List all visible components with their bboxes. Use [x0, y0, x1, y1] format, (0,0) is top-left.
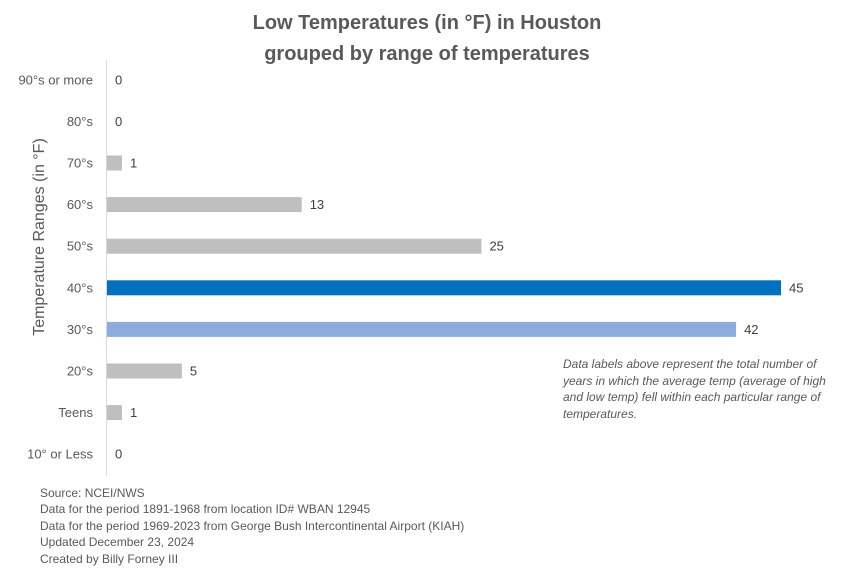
bar: [107, 197, 302, 213]
value-label: 42: [744, 322, 758, 337]
category-label: 20°s: [67, 364, 94, 379]
category-label: Teens: [58, 405, 93, 420]
value-label: 25: [489, 239, 503, 254]
footnote-updated: Updated December 23, 2024: [40, 535, 195, 550]
value-label: 0: [115, 72, 122, 87]
category-label: 90°s or more: [18, 72, 93, 87]
category-label: 70°s: [67, 156, 94, 171]
category-label: 80°s: [67, 114, 94, 129]
category-label: 50°s: [67, 239, 94, 254]
footnote-source: Source: NCEI/NWS: [40, 486, 145, 500]
category-label: 40°s: [67, 280, 94, 295]
category-label: 10° or Less: [27, 447, 93, 462]
value-label: 45: [789, 280, 803, 295]
category-label: 60°s: [67, 197, 94, 212]
value-label: 0: [115, 447, 122, 462]
bar: [107, 363, 182, 379]
chart: Low Temperatures (in °F) in Houston grou…: [18, 12, 803, 476]
value-label: 13: [310, 197, 324, 212]
bars-group: 90°s or more 0 80°s 0 70°s 1 60°s 13 50°s 25 40°s 4…: [18, 72, 803, 461]
footnote-creator: Created by Billy Forney III: [40, 551, 179, 566]
chart-title-line-1: Low Temperatures (in °F) in Houston: [253, 12, 602, 34]
value-label: 1: [130, 156, 137, 171]
data-label-note: Data labels above represent the total nu…: [563, 357, 826, 421]
value-label: 0: [115, 114, 122, 129]
footnote-period-2: Data for the period 1969-2023 from Georg…: [40, 518, 465, 533]
footnote-period-1: Data for the period 1891-1968 from locat…: [40, 502, 371, 517]
bar: [107, 280, 781, 296]
value-label: 5: [190, 364, 197, 379]
bar: [107, 405, 122, 421]
value-label: 1: [130, 405, 137, 420]
bar: [107, 238, 482, 254]
bar: [107, 155, 122, 171]
footnotes: Source: NCEI/NWS Data for the period 189…: [40, 485, 464, 567]
bar: [107, 321, 737, 337]
category-label: 30°s: [67, 322, 94, 337]
chart-title-line-2: grouped by range of temperatures: [264, 43, 590, 65]
y-axis-title: Temperature Ranges (in °F): [31, 138, 48, 336]
